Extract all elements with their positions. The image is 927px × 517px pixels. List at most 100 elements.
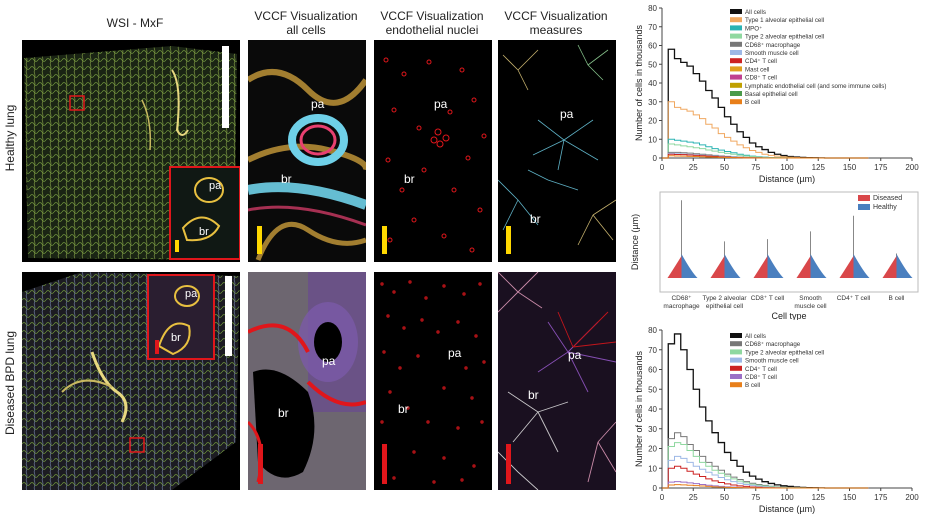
col-title-endothelial-line2: endothelial nuclei	[385, 23, 479, 37]
legend-label: Smooth muscle cell	[745, 358, 799, 365]
violin-healthy	[767, 254, 784, 278]
col-title-wsi: WSI - MxF	[106, 16, 164, 30]
x-tick-label: 25	[689, 493, 698, 502]
col-title-all-cells-line2: all cells	[286, 23, 326, 37]
vccf-measures-healthy-scale-bar	[506, 226, 511, 254]
y-tick-label: 10	[648, 464, 657, 473]
legend-swatch	[730, 50, 742, 55]
vccf-all-diseased-br-label: br	[278, 406, 289, 420]
vccf-all-healthy-cells	[248, 40, 366, 262]
legend-swatch	[730, 333, 742, 338]
category-tick-label: B cell	[889, 295, 905, 302]
series-line	[662, 484, 869, 489]
vccf-measures-healthy-lines	[498, 44, 616, 246]
legend-label: CD8⁺ T cell	[745, 75, 777, 82]
legend-label: CD4⁺ T cell	[745, 366, 777, 373]
category-tick-label: CD8⁺ T cell	[751, 295, 785, 302]
legend-label: CD8⁺ T cell	[745, 374, 777, 381]
legend-swatch	[730, 91, 742, 96]
diseased-distance-histogram: 0 10 20 30 40 50 60 70 80 0 25 50 75 100 125 150 175 200 D…	[634, 326, 919, 514]
legend-label: Smooth muscle cell	[745, 50, 799, 57]
category-tick-label: CD4⁺ T cell	[837, 295, 871, 302]
legend-swatch	[730, 341, 742, 347]
y-tick-label: 70	[648, 23, 657, 32]
col-title-endothelial-line1: VCCF Visualization	[380, 9, 484, 23]
vccf-measures-healthy-br-label: br	[530, 212, 541, 226]
violin-diseased	[710, 256, 725, 278]
legend-label: Basal epithelial cell	[745, 91, 798, 98]
vccf-all-healthy-panel: pa br	[248, 40, 366, 262]
inset-diseased-vessels	[157, 285, 200, 356]
legend-label: CD4⁺ T cell	[745, 58, 777, 65]
vccf-endo-healthy-scale-bar	[382, 226, 387, 254]
vccf-all-healthy-pa-label: pa	[311, 97, 325, 111]
legend-swatch	[730, 349, 742, 355]
legend-swatch	[730, 58, 742, 64]
y-tick-label: 0	[653, 154, 658, 163]
y-tick-label: 30	[648, 425, 657, 434]
y-tick-label: 80	[648, 326, 657, 335]
wsi-diseased-panel: pa br	[22, 272, 240, 490]
vccf-endo-diseased-scale-bar	[382, 444, 387, 484]
legend-label: Healthy	[873, 204, 897, 211]
legend-swatch	[858, 195, 870, 201]
vccf-endo-diseased-panel: pa br	[374, 272, 492, 490]
y-tick-label: 20	[648, 117, 657, 126]
violin-healthy	[810, 254, 827, 278]
y-tick-label: 30	[648, 98, 657, 107]
vccf-endo-healthy-panel: pa br	[374, 40, 492, 262]
healthy-distance-histogram: 0 10 20 30 40 50 60 70 80 0 25 50 75 100 125 150 175 200 D…	[634, 4, 919, 184]
x-tick-label: 0	[660, 163, 665, 172]
category-tick-label: CD68⁺	[671, 295, 692, 302]
legend-label: CD68⁺ macrophage	[745, 42, 801, 49]
legend-label: B cell	[745, 99, 760, 106]
y-tick-label: 70	[648, 346, 657, 355]
y-tick-label: 60	[648, 42, 657, 51]
legend-swatch	[730, 33, 742, 39]
legend-swatch	[730, 365, 742, 371]
wsi-healthy-panel: pa br	[22, 40, 240, 262]
x-tick-label: 100	[780, 493, 794, 502]
y-tick-label: 0	[653, 484, 658, 493]
category-tick-label: macrophage	[663, 303, 700, 310]
vccf-measures-diseased-panel: pa br	[498, 272, 616, 490]
legend-label: Diseased	[873, 195, 902, 202]
y-tick-label: 20	[648, 445, 657, 454]
legend-label: Type 1 alveolar epithelial cell	[745, 17, 824, 24]
x-tick-label: 200	[905, 163, 919, 172]
x-tick-label: 175	[874, 493, 888, 502]
vccf-endo-healthy-br-label: br	[404, 172, 415, 186]
vccf-endo-diseased-pa-label: pa	[448, 346, 462, 360]
col-title-measures-line2: measures	[529, 23, 583, 37]
vccf-endo-healthy-nuclei	[383, 57, 487, 253]
legend-label: B cell	[745, 382, 760, 389]
legend-swatch	[730, 374, 742, 379]
x-tick-label: 0	[660, 493, 665, 502]
category-tick-label: Smooth	[799, 295, 822, 302]
violin-diseased	[839, 256, 854, 278]
inset-healthy-pa-label: pa	[209, 180, 222, 192]
violin-healthy	[681, 254, 698, 278]
legend-label: Type 2 alveolar epithelial cell	[745, 34, 824, 41]
legend-swatch	[730, 41, 742, 47]
x-tick-label: 50	[720, 493, 729, 502]
violin-diseased	[796, 256, 811, 278]
x-axis-label: Distance (µm)	[759, 174, 815, 184]
violin-healthy	[853, 254, 870, 278]
wsi-healthy-scale-bar	[222, 46, 229, 128]
x-tick-label: 50	[720, 163, 729, 172]
legend-swatch	[730, 382, 742, 388]
y-tick-label: 40	[648, 405, 657, 414]
y-tick-label: 50	[648, 60, 657, 69]
x-tick-label: 100	[780, 163, 794, 172]
legend-label: All cells	[745, 9, 766, 16]
y-axis-label: Number of cells in thousands	[634, 24, 644, 141]
legend-swatch	[730, 9, 742, 14]
legend-swatch	[730, 74, 742, 80]
legend-label: All cells	[745, 333, 766, 340]
x-tick-label: 125	[812, 163, 826, 172]
x-axis-label: Cell type	[771, 311, 806, 320]
y-tick-label: 40	[648, 79, 657, 88]
vccf-measures-healthy-panel: pa br	[498, 40, 616, 262]
vccf-endo-healthy-pa-label: pa	[434, 97, 448, 111]
